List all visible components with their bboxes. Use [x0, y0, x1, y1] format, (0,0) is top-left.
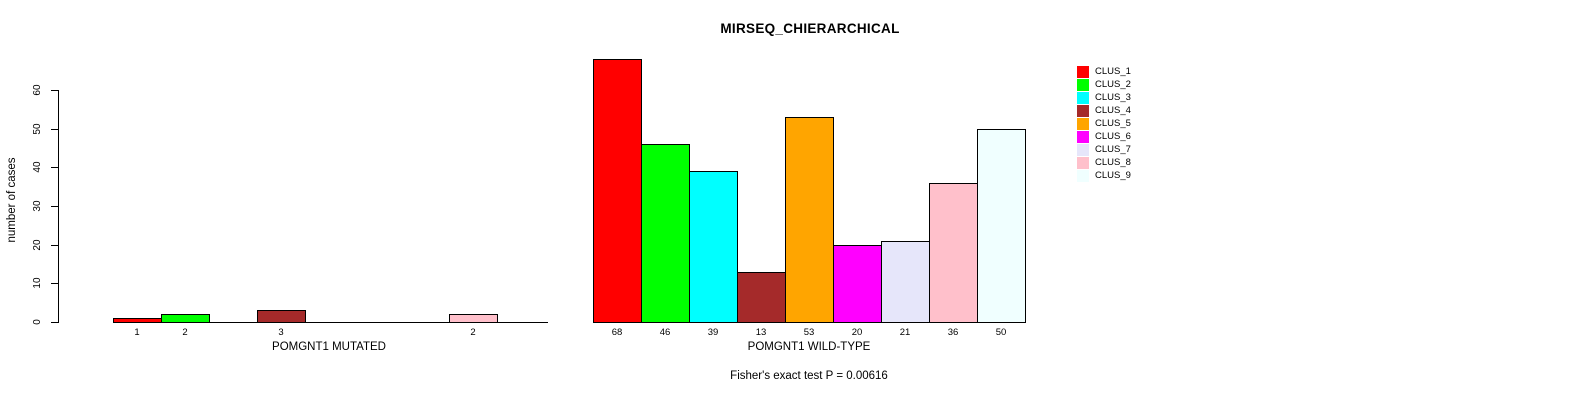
y-tick-label: 30 [32, 200, 43, 212]
bar-clus_4[interactable] [257, 310, 306, 323]
bar-clus_8[interactable] [929, 183, 978, 323]
legend-swatch-clus_9 [1077, 170, 1089, 182]
legend-swatch-clus_3 [1077, 92, 1089, 104]
legend-label-clus_1: CLUS_1 [1095, 66, 1131, 77]
legend-swatch-clus_8 [1077, 157, 1089, 169]
bar-clus_8[interactable] [449, 314, 498, 323]
bar-clus_3[interactable] [689, 171, 738, 323]
bar-clus_1[interactable] [113, 318, 162, 323]
bar-clus_4[interactable] [737, 272, 786, 323]
y-tick-mark [51, 283, 58, 285]
y-tick-mark [51, 322, 58, 323]
y-axis-line [58, 89, 59, 323]
bar-value-label: 13 [755, 327, 767, 338]
x-axis-label: POMGNT1 MUTATED [272, 341, 386, 353]
legend-label-clus_3: CLUS_3 [1095, 92, 1131, 103]
legend-swatch-clus_7 [1077, 144, 1089, 156]
y-tick-label: 10 [32, 277, 43, 289]
legend-swatch-clus_4 [1077, 105, 1089, 117]
legend-swatch-clus_5 [1077, 118, 1089, 130]
bar-value-label: 21 [899, 327, 911, 338]
y-tick-mark [51, 244, 58, 246]
bar-clus_6[interactable] [833, 245, 882, 323]
bar-value-label: 2 [182, 327, 188, 338]
bar-clus_5[interactable] [785, 117, 834, 323]
legend-label-clus_8: CLUS_8 [1095, 157, 1131, 168]
y-tick-mark [51, 167, 58, 169]
legend-swatch-clus_1 [1077, 66, 1089, 78]
legend-label-clus_5: CLUS_5 [1095, 118, 1131, 129]
bar-value-label: 3 [278, 327, 284, 338]
y-tick-label: 40 [32, 161, 43, 173]
bar-clus_2[interactable] [161, 314, 210, 323]
y-tick-label: 60 [32, 84, 43, 96]
x-axis-label: POMGNT1 WILD-TYPE [747, 341, 871, 353]
fisher-test-annotation: Fisher's exact test P = 0.00616 [730, 370, 888, 382]
legend-label-clus_4: CLUS_4 [1095, 105, 1131, 116]
bar-value-label: 53 [803, 327, 815, 338]
bar-value-label: 20 [851, 327, 863, 338]
y-tick-mark [51, 89, 58, 91]
bar-value-label: 50 [995, 327, 1007, 338]
legend-swatch-clus_2 [1077, 79, 1089, 91]
bar-value-label: 68 [611, 327, 623, 338]
bar-value-label: 46 [659, 327, 671, 338]
legend-label-clus_6: CLUS_6 [1095, 131, 1131, 142]
y-tick-label: 50 [32, 123, 43, 135]
legend-label-clus_2: CLUS_2 [1095, 79, 1131, 90]
y-tick-mark [51, 205, 58, 207]
bar-clus_1[interactable] [593, 59, 642, 323]
y-tick-mark [51, 128, 58, 130]
bar-value-label: 39 [707, 327, 719, 338]
legend-label-clus_9: CLUS_9 [1095, 170, 1131, 181]
bar-value-label: 1 [134, 327, 140, 338]
bar-value-label: 2 [470, 327, 476, 338]
legend-label-clus_7: CLUS_7 [1095, 144, 1131, 155]
legend-swatch-clus_6 [1077, 131, 1089, 143]
bar-value-label: 36 [947, 327, 959, 338]
y-axis-label: number of cases [6, 157, 18, 243]
bar-clus_9[interactable] [977, 129, 1026, 323]
bar-clus_7[interactable] [881, 241, 930, 323]
chart-title: MIRSEQ_CHIERARCHICAL [720, 21, 900, 36]
x-axis-line [113, 322, 548, 323]
y-tick-label: 20 [32, 239, 43, 251]
bar-clus_2[interactable] [641, 144, 690, 323]
y-tick-label: 0 [32, 319, 43, 325]
